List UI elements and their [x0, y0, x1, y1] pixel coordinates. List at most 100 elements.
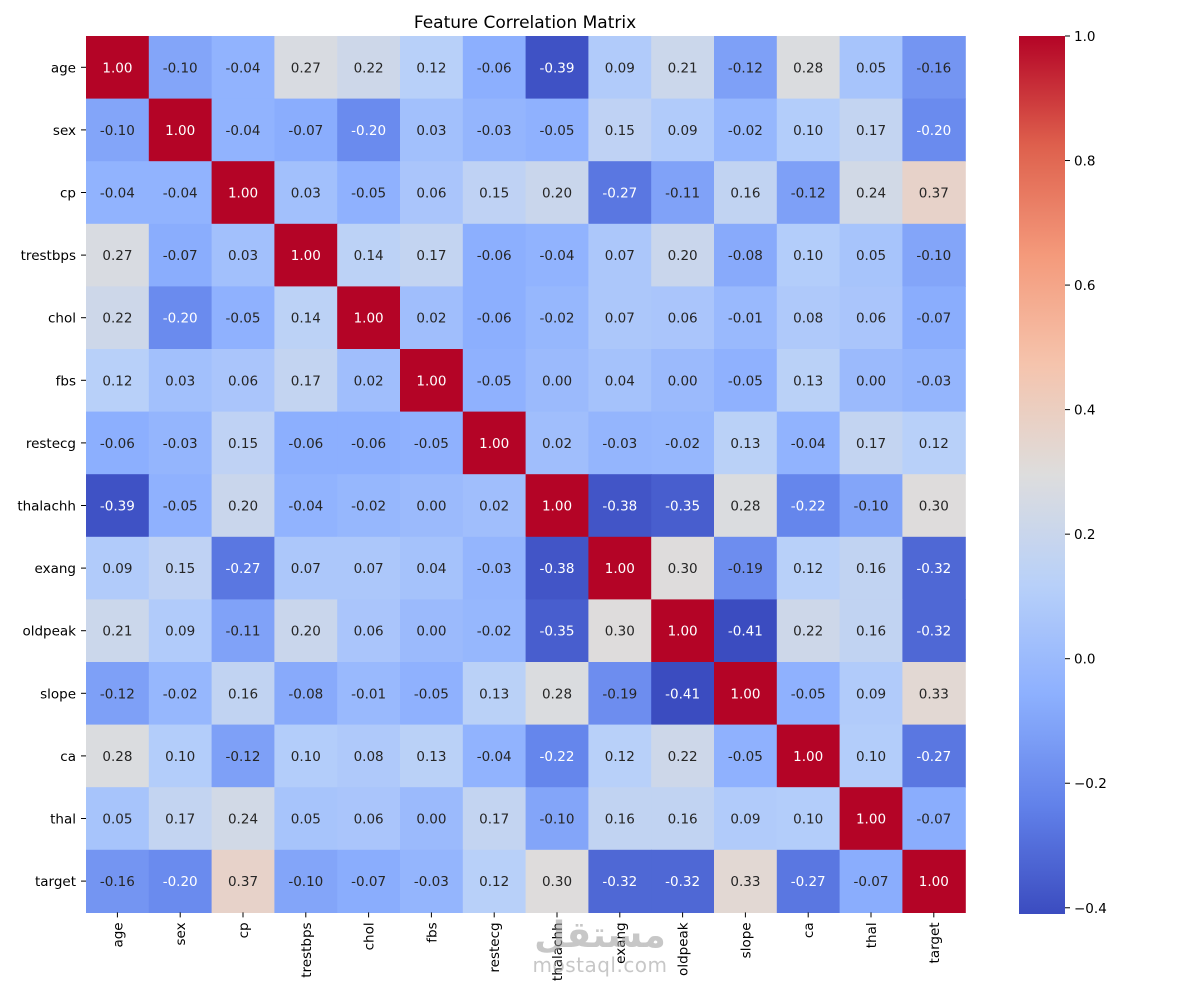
cell-value-label: -0.11: [226, 624, 261, 640]
heatmap-cell: [714, 599, 778, 663]
cell-value-label: -0.01: [728, 311, 763, 327]
heatmap-cell: [274, 223, 338, 287]
heatmap-cell: [86, 349, 150, 413]
cell-value-label: -0.10: [100, 123, 135, 139]
cell-value-label: 0.10: [793, 123, 823, 139]
cell-value-label: 0.27: [291, 60, 321, 76]
heatmap-cell: [714, 849, 778, 913]
heatmap-cell: [776, 98, 841, 162]
heatmap-cell: [651, 787, 715, 851]
heatmap-cell: [651, 223, 715, 287]
cell-value-label: 0.04: [416, 561, 446, 577]
heatmap-cell: [588, 411, 652, 475]
y-tick-label: ca: [60, 749, 76, 765]
cell-value-label: 0.09: [730, 812, 760, 828]
cell-value-label: 0.30: [542, 874, 572, 890]
colorbar-tick-label: 0.6: [1074, 278, 1095, 294]
heatmap-cell: [651, 411, 715, 475]
cell-value-label: 0.12: [605, 749, 635, 765]
heatmap-cell: [86, 849, 150, 913]
cell-value-label: 0.28: [102, 749, 132, 765]
cell-value-label: 0.03: [416, 123, 446, 139]
heatmap-cell: [525, 98, 589, 162]
cell-value-label: 0.07: [291, 561, 321, 577]
heatmap-cell: [86, 161, 150, 225]
cell-value-label: -0.03: [916, 373, 951, 389]
heatmap-cell: [400, 98, 464, 162]
heatmap-cell: [400, 662, 464, 726]
heatmap-cell: [525, 536, 589, 600]
cell-value-label: 0.17: [416, 248, 446, 264]
cell-value-label: 0.09: [165, 624, 195, 640]
cell-value-label: 0.07: [605, 311, 635, 327]
cell-value-label: 0.20: [291, 624, 321, 640]
cell-value-label: 0.28: [730, 499, 760, 515]
heatmap-cell: [148, 849, 213, 913]
heatmap-cell: [839, 536, 903, 600]
cell-value-label: 0.13: [416, 749, 446, 765]
cell-value-label: 0.08: [793, 311, 823, 327]
heatmap-cell: [148, 223, 213, 287]
heatmap-cell: [274, 98, 338, 162]
cell-value-label: 1.00: [793, 749, 823, 765]
cell-value-label: -0.05: [791, 686, 826, 702]
cell-value-label: -0.04: [226, 60, 261, 76]
heatmap-cell: [776, 724, 841, 788]
heatmap-cell: [86, 724, 150, 788]
cell-value-label: -0.22: [791, 499, 826, 515]
heatmap-cell: [651, 161, 715, 225]
cell-value-label: 0.22: [793, 624, 823, 640]
cell-value-label: -0.19: [728, 561, 763, 577]
cell-value-label: -0.32: [916, 561, 951, 577]
cell-value-label: -0.12: [791, 186, 826, 202]
y-tick-label: fbs: [56, 373, 76, 389]
cell-value-label: -0.27: [791, 874, 826, 890]
heatmap-cell: [337, 349, 401, 413]
cell-value-label: 0.00: [668, 373, 698, 389]
heatmap-cell: [588, 474, 652, 538]
cell-value-label: 1.00: [228, 186, 258, 202]
cell-value-label: -0.06: [288, 436, 323, 452]
heatmap-cell: [588, 599, 652, 663]
cell-value-label: 0.02: [354, 373, 384, 389]
cell-value-label: -0.02: [665, 436, 700, 452]
heatmap-cell: [86, 411, 150, 475]
heatmap-cell: [400, 536, 464, 600]
heatmap-cell: [902, 599, 966, 663]
heatmap-cell: [525, 223, 589, 287]
heatmap-cell: [902, 474, 966, 538]
heatmap-cell: [211, 599, 275, 663]
cell-value-label: -0.07: [288, 123, 323, 139]
colorbar-tick-label: 1.0: [1074, 29, 1095, 45]
heatmap-cell: [902, 349, 966, 413]
heatmap-cell: [651, 474, 715, 538]
cell-value-label: -0.05: [728, 373, 763, 389]
cell-value-label: -0.06: [477, 248, 512, 264]
heatmap-cell: [776, 536, 841, 600]
colorbar-tick-label: −0.2: [1074, 776, 1107, 792]
x-tick-label: thalachh: [550, 922, 566, 981]
x-tick-label: target: [927, 922, 943, 963]
heatmap-cell: [839, 787, 903, 851]
cell-value-label: -0.02: [728, 123, 763, 139]
cell-value-label: -0.04: [477, 749, 512, 765]
heatmap-cell: [525, 286, 589, 350]
heatmap-cell: [211, 536, 275, 600]
heatmap-cell: [714, 662, 778, 726]
heatmap-cell: [462, 724, 527, 788]
heatmap-cell: [148, 286, 213, 350]
heatmap-cell: [274, 662, 338, 726]
heatmap-cell: [148, 599, 213, 663]
heatmap-cell: [525, 161, 589, 225]
heatmap-cell: [400, 161, 464, 225]
heatmap-cell: [211, 787, 275, 851]
cell-value-label: -0.06: [100, 436, 135, 452]
cell-value-label: -0.05: [477, 373, 512, 389]
heatmap-cell: [211, 161, 275, 225]
cell-value-label: 0.13: [479, 686, 509, 702]
heatmap-cell: [274, 286, 338, 350]
heatmap-cell: [400, 349, 464, 413]
x-tick-label: chol: [362, 922, 378, 950]
heatmap-cell: [714, 536, 778, 600]
heatmap-cell: [274, 724, 338, 788]
